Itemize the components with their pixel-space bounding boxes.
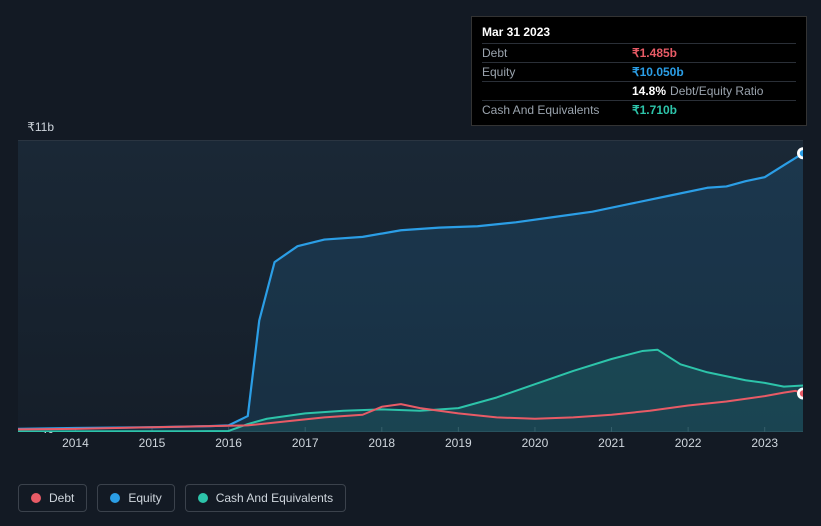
x-tick-label: 2020 <box>522 436 549 450</box>
tooltip-row-label: Equity <box>482 65 632 79</box>
legend-item[interactable]: Cash And Equivalents <box>185 484 346 512</box>
x-tick-label: 2018 <box>368 436 395 450</box>
x-tick-label: 2014 <box>62 436 89 450</box>
debt-equity-chart[interactable]: ₹11b ₹0 20142015201620172018201920202021… <box>18 120 803 460</box>
tooltip-row-value: ₹1.710b <box>632 103 677 117</box>
tooltip-row: Debt₹1.485b <box>482 43 796 62</box>
tooltip-row-label: Cash And Equivalents <box>482 103 632 117</box>
tooltip-row-sublabel: Debt/Equity Ratio <box>670 84 763 98</box>
tooltip-date: Mar 31 2023 <box>482 23 796 43</box>
x-tick-label: 2016 <box>215 436 242 450</box>
x-tick-label: 2019 <box>445 436 472 450</box>
x-tick-label: 2022 <box>675 436 702 450</box>
y-tick-max: ₹11b <box>18 120 54 134</box>
tooltip-row-label <box>482 84 632 98</box>
legend-swatch <box>110 493 120 503</box>
legend-label: Equity <box>128 491 161 505</box>
tooltip-row-label: Debt <box>482 46 632 60</box>
legend-item[interactable]: Equity <box>97 484 174 512</box>
x-tick-label: 2017 <box>292 436 319 450</box>
x-axis: 2014 2015 2016 2017 2018 2019 2020 2021 2022 2023 <box>18 436 803 456</box>
chart-tooltip: Mar 31 2023 Debt₹1.485bEquity₹10.050b14.… <box>471 16 807 126</box>
tooltip-row-value: ₹1.485b <box>632 46 677 60</box>
legend-swatch <box>198 493 208 503</box>
legend-item[interactable]: Debt <box>18 484 87 512</box>
legend-swatch <box>31 493 41 503</box>
x-tick-label: 2023 <box>751 436 778 450</box>
x-tick-label: 2015 <box>139 436 166 450</box>
chart-plot-area[interactable] <box>18 140 803 432</box>
x-tick-label: 2021 <box>598 436 625 450</box>
tooltip-row-value: 14.8% <box>632 84 666 98</box>
tooltip-row: Cash And Equivalents₹1.710b <box>482 100 796 119</box>
tooltip-row: Equity₹10.050b <box>482 62 796 81</box>
tooltip-row: 14.8% Debt/Equity Ratio <box>482 81 796 100</box>
chart-legend: Debt Equity Cash And Equivalents <box>18 484 346 512</box>
legend-label: Debt <box>49 491 74 505</box>
tooltip-row-value: ₹10.050b <box>632 65 684 79</box>
legend-label: Cash And Equivalents <box>216 491 333 505</box>
